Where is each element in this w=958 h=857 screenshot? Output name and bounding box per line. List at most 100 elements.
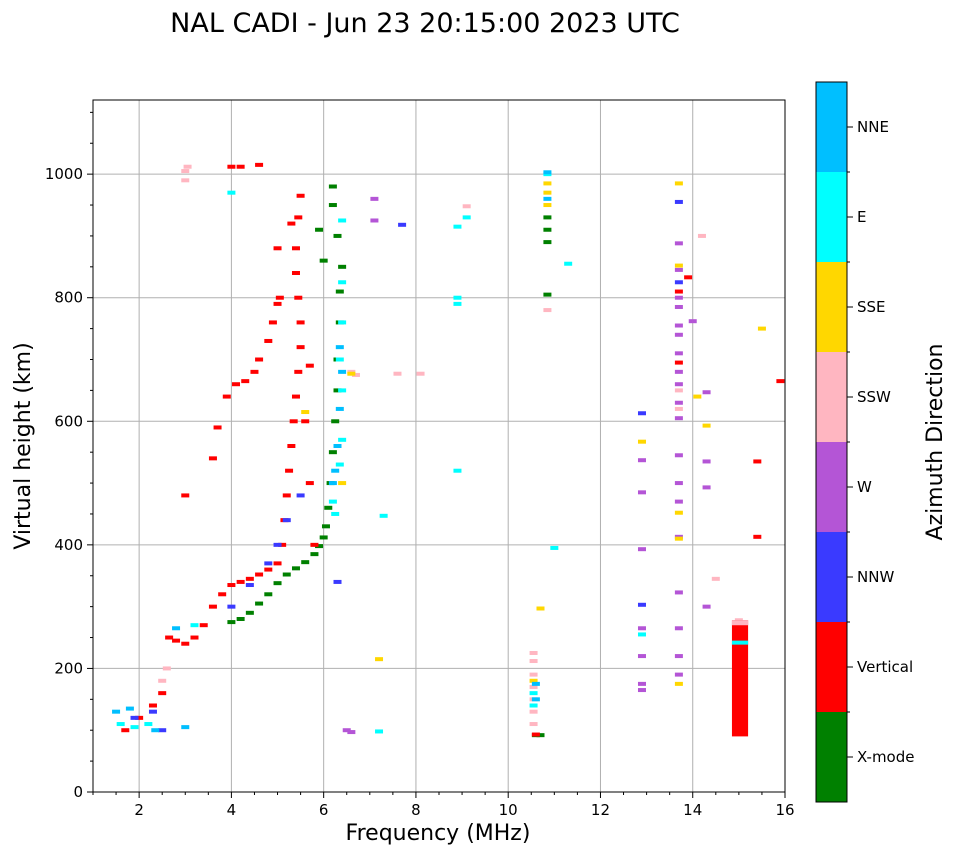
data-point-x-mode	[328, 203, 337, 208]
data-point-w	[674, 453, 683, 458]
data-point-e	[338, 437, 347, 442]
data-point-vertical	[273, 301, 282, 306]
colorbar-swatch-w	[816, 442, 847, 532]
data-point-x-mode	[319, 535, 328, 540]
data-point-e	[375, 729, 384, 734]
data-point-w	[674, 267, 683, 272]
data-point-x-mode	[301, 560, 310, 565]
data-point-vertical	[287, 444, 296, 448]
x-tick-label: 2	[134, 801, 144, 819]
data-point-ssw	[529, 650, 538, 655]
data-point-vertical	[255, 572, 264, 577]
data-point-vertical	[213, 425, 222, 430]
data-point-ssw	[529, 709, 538, 714]
data-point-vertical	[148, 703, 157, 708]
data-point-vertical	[208, 456, 217, 461]
data-point-ssw	[393, 371, 402, 376]
data-point-vertical	[294, 295, 303, 300]
data-point-nne	[331, 468, 340, 473]
data-point-vertical	[222, 394, 231, 399]
data-point-e	[338, 280, 347, 285]
data-point-x-mode	[264, 592, 273, 597]
colorbar-label-ssw: SSW	[857, 388, 891, 406]
data-point-e	[338, 218, 347, 223]
data-point-x-mode	[315, 227, 324, 232]
bar-segment-e	[731, 640, 749, 645]
vertical-bar-cluster	[731, 620, 749, 737]
data-point-e	[338, 320, 347, 325]
data-point-ssw	[162, 666, 171, 671]
data-point-vertical	[121, 728, 130, 733]
y-tick-label: 600	[54, 412, 83, 430]
data-point-x-mode	[338, 264, 347, 269]
data-point-vertical	[753, 459, 762, 464]
data-point-nnw	[130, 715, 139, 720]
data-point-nne	[543, 170, 552, 175]
data-point-vertical	[250, 369, 259, 374]
data-point-x-mode	[333, 233, 342, 238]
y-tick-label: 0	[73, 783, 83, 801]
bar-segment-ssw	[731, 620, 749, 626]
data-point-nne	[333, 444, 342, 448]
data-point-ssw	[351, 372, 360, 377]
data-point-vertical	[172, 638, 181, 643]
data-point-w	[637, 626, 646, 631]
data-point-vertical	[684, 275, 693, 280]
data-point-x-mode	[255, 601, 264, 606]
y-tick-label: 200	[54, 659, 83, 677]
data-point-vertical	[218, 592, 227, 597]
colorbar-swatch-nnw	[816, 532, 847, 622]
data-point-vertical	[301, 419, 310, 424]
data-point-x-mode	[319, 258, 328, 263]
data-point-sse	[536, 606, 545, 611]
data-point-nnw	[674, 199, 683, 204]
data-point-ssw	[529, 722, 538, 727]
colorbar-swatch-e	[816, 172, 847, 262]
data-point-vertical	[135, 715, 144, 720]
data-points	[112, 162, 785, 738]
colorbar-swatch-ssw	[816, 352, 847, 442]
data-point-sse	[637, 439, 646, 444]
data-point-w	[674, 241, 683, 246]
x-tick-label: 14	[683, 801, 702, 819]
data-point-ssw	[416, 371, 425, 376]
data-point-e	[335, 357, 344, 362]
data-point-nne	[151, 728, 160, 733]
y-tick-label: 400	[54, 536, 83, 554]
data-point-sse	[375, 657, 384, 662]
data-point-vertical	[236, 164, 245, 169]
data-point-x-mode	[324, 505, 333, 510]
data-point-w	[674, 382, 683, 387]
chart-title: NAL CADI - Jun 23 20:15:00 2023 UTC	[170, 8, 680, 39]
data-point-e	[529, 703, 538, 708]
data-point-vertical	[296, 345, 305, 350]
data-point-vertical	[305, 481, 314, 486]
x-tick-label: 12	[591, 801, 610, 819]
data-point-ssw	[529, 684, 538, 689]
colorbar-label-e: E	[857, 208, 866, 226]
colorbar-swatch-vertical	[816, 622, 847, 712]
data-point-x-mode	[321, 524, 330, 529]
colorbar-label-x-mode: X-mode	[857, 748, 914, 766]
grid-lines	[93, 100, 786, 792]
data-point-w	[674, 400, 683, 405]
data-point-vertical	[291, 271, 300, 275]
data-point-w	[674, 481, 683, 486]
data-point-sse	[674, 181, 683, 186]
data-point-vertical	[199, 623, 208, 628]
data-point-nne	[172, 626, 181, 631]
data-point-x-mode	[236, 617, 245, 621]
data-point-ssw	[674, 388, 683, 393]
data-point-e	[564, 261, 573, 266]
colorbar-frame	[815, 81, 848, 803]
data-point-vertical	[296, 193, 305, 198]
data-point-vertical	[275, 295, 284, 300]
y-axis-label: Virtual height (km)	[11, 342, 36, 549]
data-point-e	[453, 468, 462, 473]
data-point-x-mode	[273, 581, 282, 586]
data-point-vertical	[285, 468, 294, 473]
data-point-vertical	[181, 493, 190, 498]
colorbar-swatch-sse	[816, 262, 847, 352]
x-tick-label: 6	[319, 801, 329, 819]
data-point-sse	[543, 181, 552, 186]
